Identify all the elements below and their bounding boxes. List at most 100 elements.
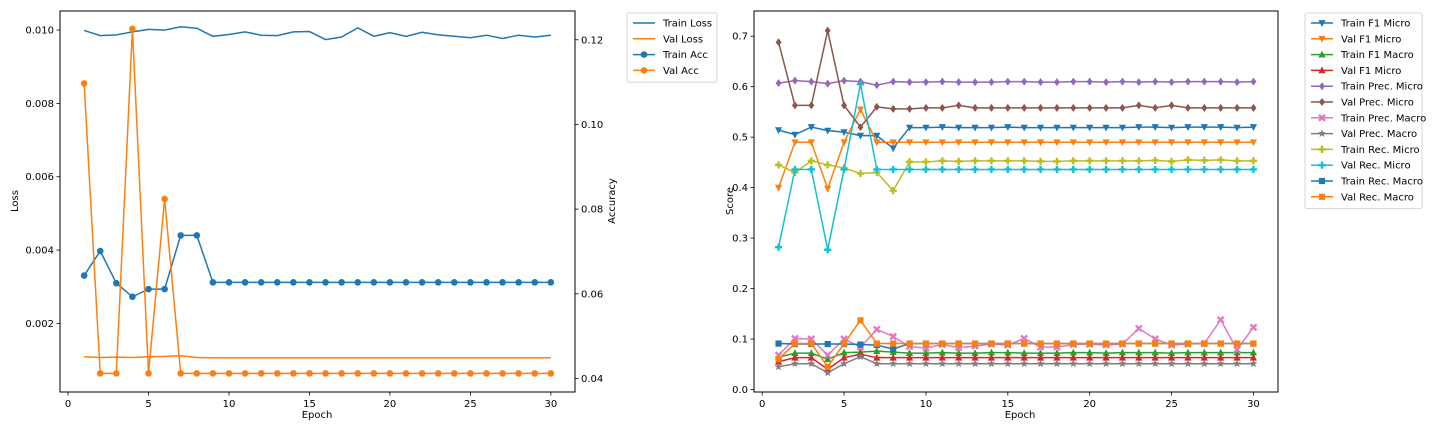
series-line-val-f1-micro (777, 107, 1254, 191)
y-tick-label: 0.0 (732, 385, 748, 396)
series-line-train-f1-macro (778, 350, 1254, 361)
data-point (807, 124, 815, 132)
data-point (515, 279, 522, 286)
data-point (890, 104, 897, 113)
data-point (971, 359, 980, 368)
legend-marker (1318, 145, 1326, 153)
data-point (1200, 139, 1208, 147)
series-train-prec-micro (775, 76, 1257, 90)
legend-marker (1318, 113, 1326, 122)
data-point (1036, 124, 1045, 132)
data-point (1052, 359, 1061, 368)
data-point (1184, 103, 1191, 112)
data-point (96, 247, 104, 255)
data-point (354, 279, 362, 286)
data-point (1250, 103, 1257, 112)
data-point (1249, 165, 1258, 174)
data-point (987, 165, 996, 174)
data-point (322, 370, 329, 377)
data-point (1036, 349, 1045, 357)
data-point (209, 279, 217, 286)
data-point (1184, 340, 1192, 347)
data-point (1102, 353, 1110, 361)
data-point (938, 359, 947, 368)
data-point (370, 279, 378, 286)
data-point (1020, 124, 1028, 132)
data-point (1069, 157, 1077, 165)
data-point (1003, 359, 1012, 368)
legend-label: Val Loss (663, 34, 703, 45)
legend-entry-val-f1-micro: Val F1 Micro (1311, 34, 1401, 45)
series-line-train-f1-micro (778, 126, 1254, 150)
legend-frame (1304, 12, 1423, 210)
data-point (80, 272, 88, 279)
data-point (890, 346, 897, 353)
data-point (1020, 139, 1028, 147)
data-point (1233, 348, 1241, 356)
data-point (955, 101, 962, 110)
data-point (241, 279, 249, 286)
data-point (547, 279, 555, 286)
data-point (1135, 124, 1143, 132)
data-point (824, 355, 832, 363)
data-point (1233, 139, 1241, 147)
data-point (824, 26, 831, 35)
plot-area-right (753, 10, 1279, 393)
y-right-tick-label: 0.12 (581, 35, 603, 46)
legend-entry-val-prec-macro: Val Prec. Macro (1311, 129, 1417, 140)
data-point (1086, 139, 1094, 147)
series-line-val-prec-micro (777, 30, 1254, 129)
y-right-tick-label: 0.06 (581, 289, 603, 300)
data-point (1151, 353, 1159, 361)
data-point (370, 370, 378, 377)
data-point (1184, 156, 1192, 164)
data-point (177, 370, 185, 377)
data-point (840, 359, 849, 368)
data-point (402, 279, 410, 286)
data-point (955, 353, 963, 361)
data-point (1053, 349, 1061, 357)
data-point (1151, 359, 1160, 368)
data-point (1021, 77, 1028, 86)
data-point (1152, 103, 1159, 112)
data-point (1053, 157, 1061, 165)
legend-marker (1318, 50, 1326, 58)
data-point (988, 78, 995, 87)
data-point (1151, 124, 1159, 132)
legend-label: Val Prec. Micro (1341, 98, 1414, 109)
data-point (972, 103, 979, 112)
data-point (922, 124, 930, 132)
data-point (531, 370, 539, 377)
data-point (1069, 165, 1077, 174)
data-point (988, 103, 995, 112)
data-point (1151, 139, 1159, 147)
data-point (1233, 165, 1241, 174)
data-point (1053, 139, 1061, 147)
data-point (129, 25, 136, 33)
data-point (1020, 157, 1028, 165)
data-point (1102, 157, 1110, 165)
data-point (1053, 353, 1061, 361)
data-point (1217, 348, 1225, 356)
data-point (808, 101, 815, 110)
data-point (906, 78, 913, 87)
data-point (1250, 340, 1257, 347)
data-point (531, 279, 539, 286)
data-point (1069, 353, 1077, 361)
data-point (1201, 103, 1208, 112)
data-point (823, 351, 832, 360)
data-point (856, 80, 865, 88)
data-point (1168, 340, 1175, 347)
data-point (922, 139, 930, 147)
legend-label: Train F1 Micro (1340, 19, 1410, 30)
data-point (955, 349, 963, 357)
y-tick-label: 0.006 (25, 172, 54, 183)
data-point (807, 165, 815, 174)
data-point (1217, 103, 1224, 112)
data-point (1118, 139, 1127, 147)
data-point (1086, 124, 1094, 132)
data-point (1086, 157, 1094, 165)
data-point (938, 139, 946, 147)
data-point (1184, 348, 1192, 356)
data-point (938, 348, 946, 356)
